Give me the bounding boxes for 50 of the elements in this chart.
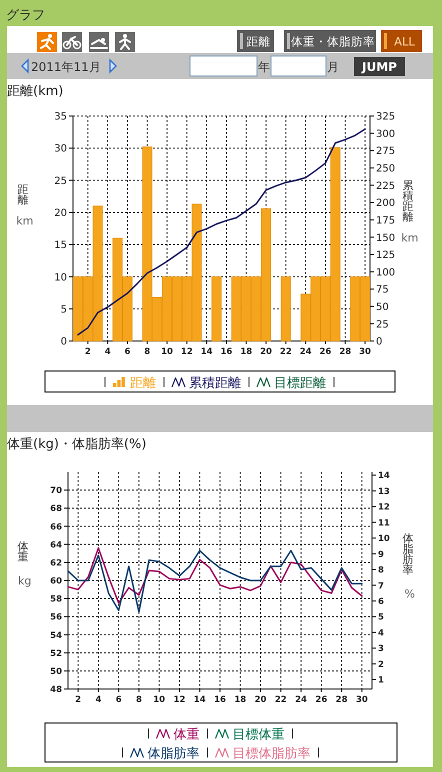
chart-title: 体重(kg)・体脂肪率(%) (7, 436, 146, 452)
y-tick-label: 50 (50, 666, 62, 677)
y-tick-label: 54 (50, 630, 62, 641)
y2-tick-label: 5 (378, 612, 384, 623)
y2-tick-label: 8 (378, 566, 384, 576)
x-tick-label: 4 (95, 695, 102, 705)
legend-label: 体重 (174, 728, 200, 742)
y-axis-title: 体重 kg (14, 540, 32, 588)
y-tick-label: 60 (50, 576, 62, 587)
y-tick-label: 52 (50, 648, 62, 659)
x-tick-label: 30 (356, 695, 368, 705)
x-tick-label: 26 (315, 695, 328, 705)
y2-tick-label: 10 (378, 534, 390, 544)
x-tick-label: 18 (234, 695, 246, 705)
y-tick-label: 58 (50, 594, 62, 605)
x-tick-label: 8 (136, 695, 142, 705)
y-tick-label: 70 (50, 486, 62, 496)
legend-label: 体脂肪率 (148, 746, 200, 762)
legend-label: 目標体重 (232, 728, 284, 742)
y2-tick-label: 13 (378, 486, 390, 497)
y2-tick-label: 4 (378, 628, 384, 638)
y-tick-label: 68 (50, 504, 62, 514)
x-tick-label: 20 (254, 695, 267, 705)
y-tick-label: 48 (50, 685, 62, 696)
line-series (67, 550, 363, 613)
y2-tick-label: 7 (378, 581, 384, 592)
y2-tick-label: 12 (378, 502, 390, 513)
y-tick-label: 64 (50, 540, 62, 550)
line-series (67, 547, 363, 604)
y2-tick-label: 3 (378, 644, 384, 654)
y2-tick-label: 2 (378, 660, 384, 670)
y-tick-label: 66 (50, 522, 62, 532)
x-tick-label: 6 (116, 695, 122, 705)
y2-axis-title: 体脂肪率 % (401, 532, 415, 600)
x-tick-label: 22 (274, 695, 287, 705)
legend-label: 目標体脂肪率 (232, 746, 310, 762)
x-tick-label: 14 (194, 695, 206, 705)
x-tick-label: 12 (174, 695, 186, 705)
y-tick-label: 56 (50, 612, 62, 623)
y2-tick-label: 14 (378, 471, 390, 482)
x-tick-label: 16 (214, 695, 226, 705)
y-tick-label: 62 (50, 558, 62, 568)
x-tick-label: 10 (153, 695, 166, 705)
x-tick-label: 28 (336, 695, 348, 705)
y2-tick-label: 11 (378, 518, 390, 528)
y2-tick-label: 1 (378, 676, 384, 686)
y2-tick-label: 9 (378, 550, 384, 560)
x-tick-label: 2 (75, 695, 82, 705)
y2-tick-label: 6 (378, 597, 384, 607)
x-tick-label: 24 (295, 695, 308, 705)
